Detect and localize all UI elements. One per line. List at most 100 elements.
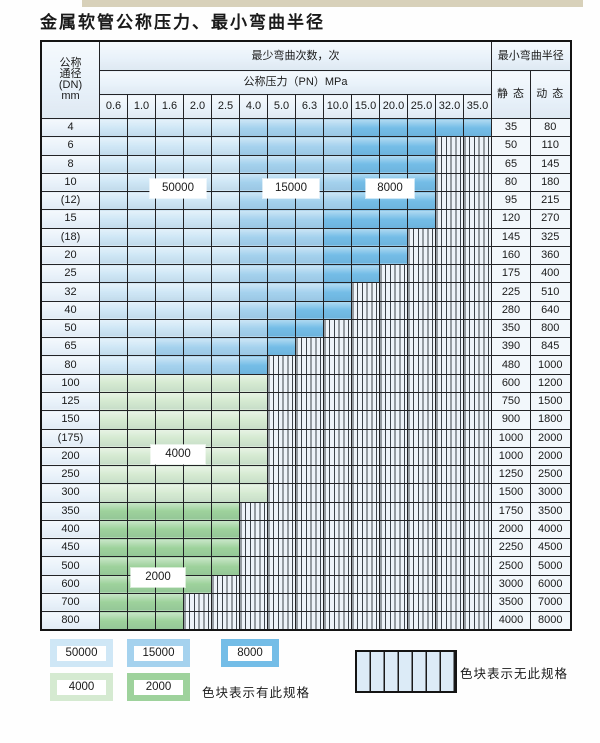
spec-cell [211,465,240,485]
legend-swatch-label: 8000 [228,646,272,661]
no-spec-cell [407,538,436,558]
spec-cell [211,538,240,558]
dynamic-radius-cell: 215 [530,191,571,211]
spec-cell [127,410,156,430]
scan-edge-strip [82,0,583,7]
spec-cell [183,574,212,594]
spec-cell [183,136,212,156]
spec-cell [463,117,492,138]
dn-cell: 400 [40,519,100,540]
spec-cell [127,501,156,521]
dn-cell: 4 [40,117,100,138]
no-spec-cell [267,355,296,375]
no-spec-cell [379,592,408,613]
no-spec-cell [323,483,352,503]
corner-line: (DN) [58,79,83,91]
spec-cell [295,209,324,229]
dynamic-radius-cell: 5000 [530,556,571,576]
no-spec-cell [463,191,492,211]
spec-cell [99,191,128,211]
no-spec-cell [379,574,408,594]
spec-cell [267,209,296,229]
table-row: 150 900 1800 [40,410,571,430]
static-radius-cell: 390 [491,337,531,357]
spec-cell [99,519,128,540]
dynamic-radius-cell: 2000 [530,428,571,448]
spec-cell [239,318,268,339]
spec-cell [183,373,212,393]
no-spec-cell [267,373,296,393]
no-spec-cell [379,446,408,467]
spec-cell [155,391,184,412]
no-spec-cell [463,446,492,467]
no-spec-cell [407,318,436,339]
no-spec-cell [463,391,492,412]
cycle-label-2000: 2000 [131,568,185,587]
spec-cell [155,264,184,284]
no-spec-cell [267,501,296,521]
cycle-label-4000: 4000 [151,445,205,464]
spec-cell [127,318,156,339]
spec-cell [407,136,436,156]
spec-cell [211,373,240,393]
spec-cell [155,410,184,430]
no-spec-cell [351,355,380,375]
no-spec-cell [407,428,436,448]
static-radius-cell: 350 [491,318,531,339]
spec-cell [239,410,268,430]
spec-cell [155,154,184,174]
no-spec-cell [351,337,380,357]
spec-cell [99,318,128,339]
no-spec-cell [379,501,408,521]
page-title: 金属软管公称压力、最小弯曲半径 [40,13,325,32]
dynamic-radius-cell: 510 [530,282,571,302]
spec-cell [127,282,156,302]
spec-cell [211,154,240,174]
no-spec-cell [379,264,408,284]
static-radius-cell: 750 [491,391,531,412]
pressure-column-header: 32.0 [435,94,464,119]
no-spec-cell [407,592,436,613]
spec-cell [211,136,240,156]
spec-cell [267,282,296,302]
no-spec-cell [295,611,324,631]
spec-cell [183,300,212,320]
no-spec-cell [351,373,380,393]
legend-swatch-2000: 2000 [127,673,190,701]
spec-cell [99,154,128,174]
spec-cell [155,300,184,320]
no-spec-cell [267,538,296,558]
no-spec-cell [463,611,492,631]
spec-cell [99,391,128,412]
spec-cell [239,446,268,467]
no-spec-cell [463,428,492,448]
spec-cell [99,574,128,594]
spec-cell [99,245,128,266]
no-spec-cell [463,282,492,302]
spec-cell [211,191,240,211]
table-row: 40 280 640 [40,300,571,320]
spec-cell [211,318,240,339]
spec-cell [127,337,156,357]
table-row: 6 50 110 [40,136,571,156]
spec-cell [323,282,352,302]
dynamic-radius-cell: 845 [530,337,571,357]
no-spec-cell [407,446,436,467]
no-spec-cell [379,391,408,412]
dn-cell: 6 [40,136,100,156]
spec-cell [99,282,128,302]
no-spec-cell [435,538,464,558]
dn-cell: 200 [40,446,100,467]
spec-cell [407,209,436,229]
spec-cell [155,227,184,247]
radius-header: 最小弯曲半径 [491,40,571,71]
spec-cell [211,300,240,320]
spec-cell [211,227,240,247]
pressure-column-header: 1.0 [127,94,156,119]
spec-cell [295,117,324,138]
spec-cell [323,209,352,229]
no-spec-cell [463,136,492,156]
pressure-column-header: 10.0 [323,94,352,119]
spec-cell [183,117,212,138]
no-spec-cell [379,410,408,430]
